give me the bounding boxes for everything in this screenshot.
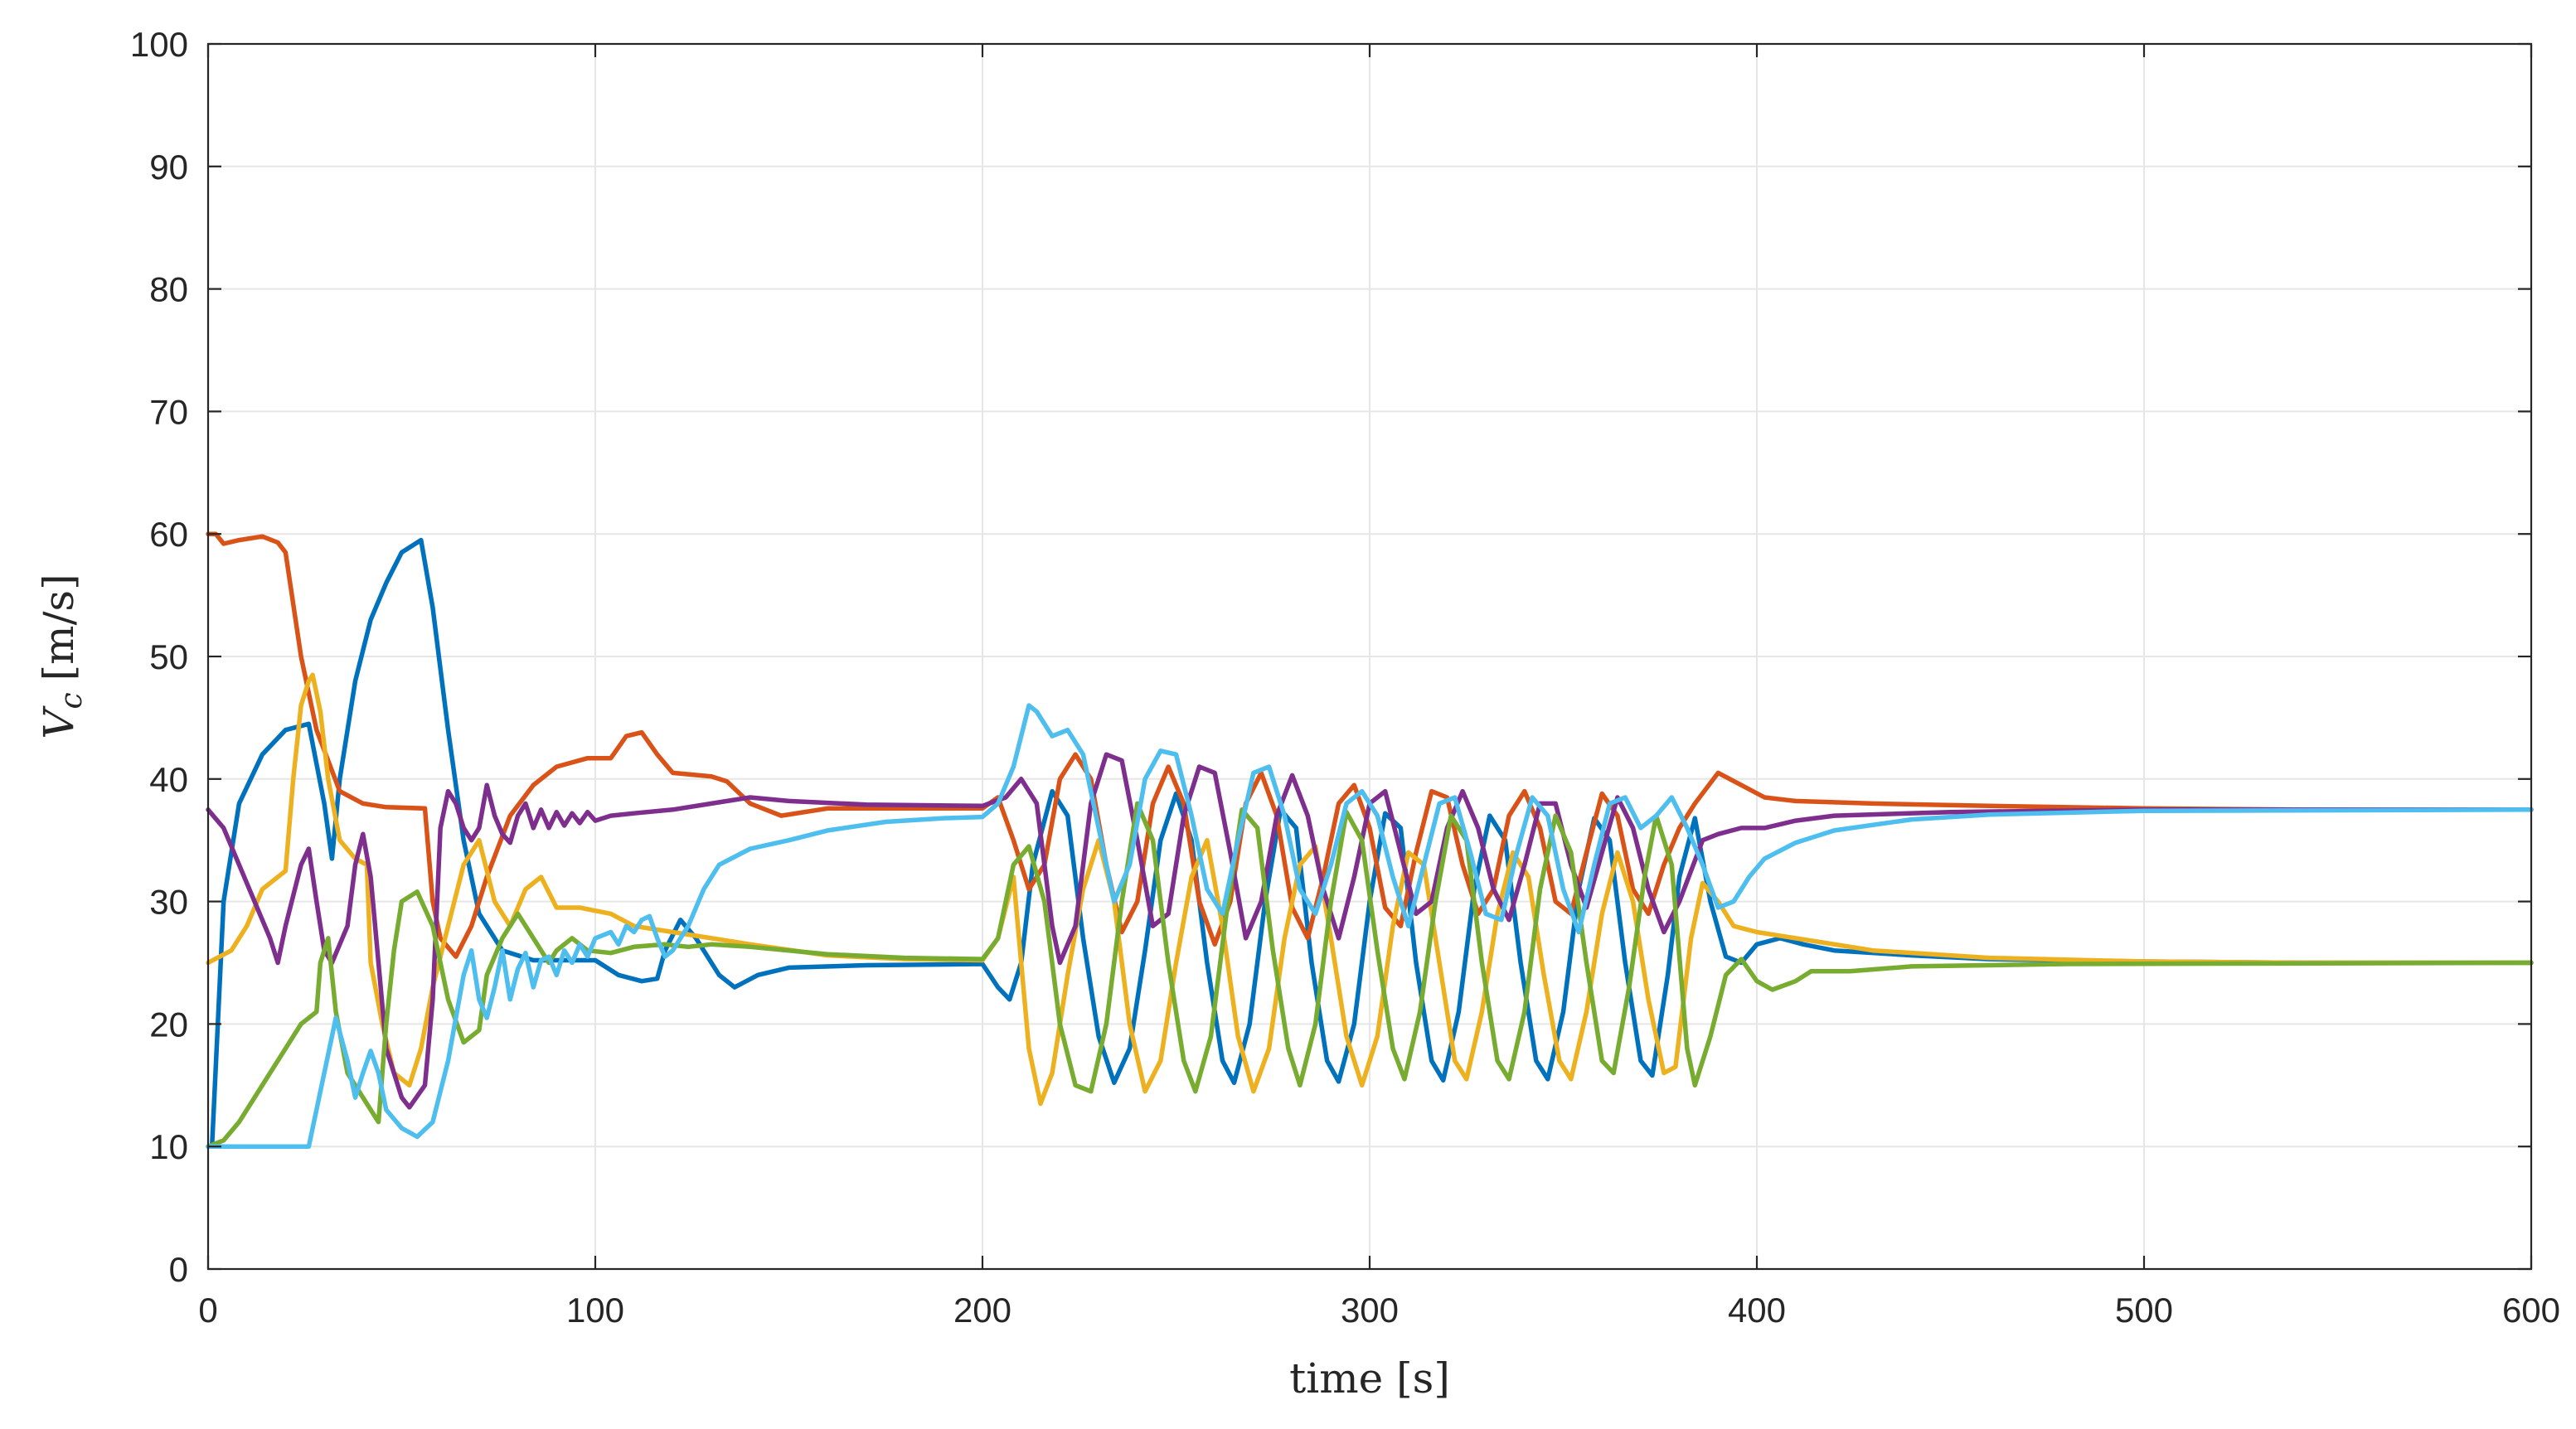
- y-tick-label: 100: [130, 25, 188, 64]
- y-tick-label: 40: [149, 760, 188, 799]
- x-tick-label: 200: [953, 1291, 1011, 1330]
- x-tick-label: 500: [2115, 1291, 2173, 1330]
- y-tick-label: 80: [149, 270, 188, 309]
- x-tick-label: 600: [2502, 1291, 2560, 1330]
- x-tick-label: 400: [1728, 1291, 1786, 1330]
- y-tick-label: 30: [149, 883, 188, 922]
- y-tick-label: 50: [149, 637, 188, 676]
- series-layer: [206, 531, 2534, 1149]
- y-axis-label-sub: c: [55, 692, 89, 709]
- series-line-3: [206, 672, 2534, 1107]
- tick-labels: 0 100 200 300 400 500 600 0 10 20 30 40 50 60 70 80 90 10…: [130, 25, 2560, 1330]
- svg-text:Vc[m/s]: Vc [m/s]: [35, 574, 89, 739]
- axis-ticks: [206, 42, 2533, 1271]
- x-axis-label: time [s]: [1289, 1354, 1450, 1402]
- x-tick-label: 0: [198, 1291, 217, 1330]
- y-axis-label-unit: [m/s]: [35, 574, 83, 681]
- series-line-4: [206, 752, 2534, 1110]
- y-tick-label: 70: [149, 392, 188, 431]
- series-line-5: [206, 801, 2534, 1149]
- grid: [207, 43, 2532, 1270]
- y-tick-label: 60: [149, 515, 188, 554]
- x-tick-label: 300: [1341, 1291, 1399, 1330]
- y-axis-label-main: V: [35, 705, 83, 739]
- y-tick-label: 20: [149, 1005, 188, 1044]
- series-line-6: [206, 703, 2534, 1149]
- x-tick-label: 100: [566, 1291, 624, 1330]
- y-tick-label: 90: [149, 148, 188, 186]
- y-tick-label: 0: [169, 1250, 188, 1289]
- y-axis-label: Vc [m/s]: [35, 574, 89, 739]
- y-tick-label: 10: [149, 1127, 188, 1166]
